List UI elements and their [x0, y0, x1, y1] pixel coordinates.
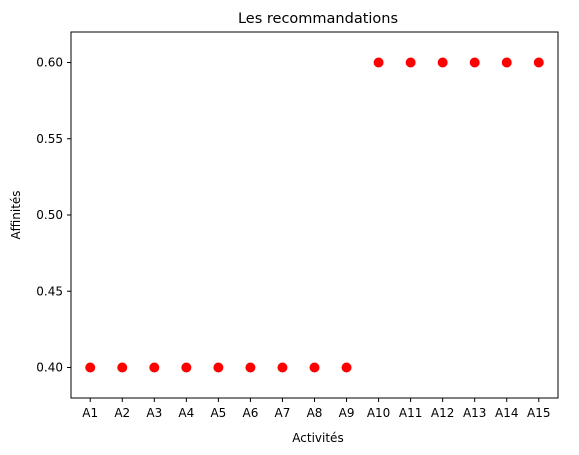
data-point: [437, 57, 448, 68]
data-point: [373, 57, 384, 68]
x-axis: A1 A2 A3 A4 A5 A6 A7 A8 A9 A10 A11 A12 A13 A14 A15: [82, 398, 551, 420]
data-point: [309, 362, 320, 373]
x-tick-label: A7: [275, 406, 291, 420]
x-tick-label: A13: [463, 406, 486, 420]
data-point: [85, 362, 96, 373]
data-points: [85, 57, 544, 373]
data-point: [181, 362, 192, 373]
data-point: [501, 57, 512, 68]
y-tick-label: 0.60: [36, 56, 63, 70]
data-point: [117, 362, 128, 373]
data-point: [405, 57, 416, 68]
x-tick-label: A1: [82, 406, 98, 420]
data-point: [533, 57, 544, 68]
x-tick-label: A15: [527, 406, 550, 420]
x-tick-label: A2: [114, 406, 130, 420]
data-point: [149, 362, 160, 373]
x-tick-label: A5: [210, 406, 226, 420]
x-tick-label: A9: [339, 406, 355, 420]
x-tick-label: A12: [431, 406, 454, 420]
chart-title: Les recommandations: [238, 11, 398, 27]
y-tick-label: 0.45: [36, 284, 63, 298]
y-axis-label: Affinités: [9, 190, 23, 239]
data-point: [277, 362, 288, 373]
data-point: [469, 57, 480, 68]
y-tick-label: 0.40: [36, 361, 63, 375]
x-tick-label: A8: [307, 406, 323, 420]
data-point: [213, 362, 224, 373]
x-tick-label: A10: [367, 406, 390, 420]
x-tick-label: A14: [495, 406, 518, 420]
x-axis-label: Activités: [292, 431, 343, 445]
plot-area-frame: [70, 31, 559, 399]
y-tick-label: 0.50: [36, 208, 63, 222]
x-tick-label: A6: [242, 406, 258, 420]
x-tick-label: A11: [399, 406, 422, 420]
y-tick-label: 0.55: [36, 132, 63, 146]
data-point: [245, 362, 256, 373]
y-axis: 0.40 0.45 0.50 0.55 0.60: [36, 56, 71, 375]
x-tick-label: A3: [146, 406, 162, 420]
data-point: [341, 362, 352, 373]
x-tick-label: A4: [178, 406, 194, 420]
